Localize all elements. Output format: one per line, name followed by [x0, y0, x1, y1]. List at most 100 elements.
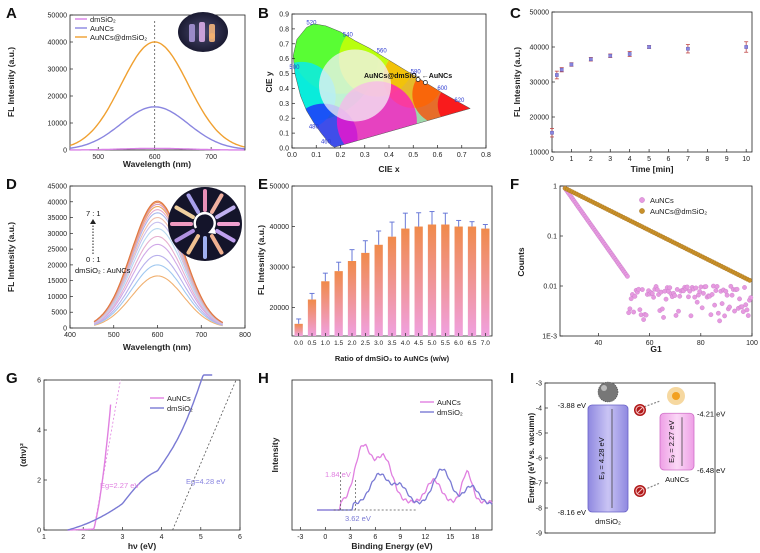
y-tick-label: 45000 — [48, 184, 68, 191]
decay-point — [729, 292, 735, 298]
series-line-6 — [93, 221, 223, 324]
panel-f-frame — [559, 185, 753, 337]
x-tick-label: 500 — [108, 332, 120, 339]
series-line-1 — [69, 106, 245, 150]
panel-d-x-label: Wavelength (nm) — [123, 342, 191, 352]
panel-h-curves — [317, 443, 493, 511]
panel-a-y-ticks: 0 10000 20000 30000 40000 50000 — [48, 13, 73, 155]
bar — [334, 271, 343, 336]
dmsio2-bottom-label: -8.16 eV — [558, 508, 586, 517]
decay-point — [631, 309, 636, 315]
legend-label-dmsio2: dmSiO₂ — [167, 404, 193, 413]
decay-point — [714, 284, 720, 289]
x-tick-label: 0.5 — [307, 340, 316, 347]
decay-point — [672, 293, 678, 298]
decay-point — [716, 310, 721, 316]
wheel-spoke — [174, 229, 195, 243]
panel-g-eg-dmsio2: Eg=4.28 eV — [186, 477, 225, 486]
series-line-0 — [93, 275, 223, 327]
y-tick-label: -4 — [536, 406, 542, 413]
legend-label-auncs-dmsio2: AuNCs@dmSiO₂ — [90, 33, 147, 42]
cie-point-0 — [415, 77, 421, 82]
y-tick-label: 25000 — [48, 247, 68, 254]
decay-point — [737, 296, 742, 302]
x-tick-label: 400 — [64, 332, 76, 339]
x-tick-label: 5.0 — [427, 340, 436, 347]
y-tick-label: 30000 — [530, 80, 550, 87]
ratio-bottom-label: 0 : 1 — [86, 255, 101, 264]
panel-a-legend: dmSiO₂ AuNCs AuNCs@dmSiO₂ — [75, 15, 147, 42]
x-tick-label: 4 — [628, 156, 632, 163]
panel-i: -3 -4 -5 -6 -7 -8 -9 E₉ = 4.28 eV E₉ = 2.27 eV… — [527, 381, 725, 538]
decay-point — [748, 295, 754, 300]
panel-h: -3 0 3 6 9 12 15 18 AuNCs dmSiO₂ 1.84 eV 3.62 e… — [270, 379, 493, 551]
ratio-arrow-head — [90, 219, 96, 224]
panel-c-x-ticks: 0 1 2 3 4 5 6 7 8 9 10 — [550, 149, 750, 163]
decay-point — [703, 284, 709, 289]
panel-e-y-ticks: 20000 30000 40000 50000 — [270, 184, 295, 312]
decay-point — [640, 287, 645, 292]
decay-point — [651, 294, 656, 300]
panel-a-vials-photo — [178, 12, 228, 52]
wheel-spoke — [186, 193, 200, 214]
legend-label-auncs: AuNCs — [437, 398, 461, 407]
decay-point — [686, 294, 691, 300]
auncs-gap-label: E₉ = 2.27 eV — [667, 420, 676, 462]
y-tick-label: 10000 — [530, 150, 550, 157]
panel-b-cie-diagram — [292, 23, 471, 148]
bar — [441, 224, 450, 336]
y-tick-label: 20000 — [48, 262, 68, 269]
x-tick-label: 4 — [160, 534, 164, 541]
bar — [374, 244, 383, 336]
decay-point — [687, 288, 693, 294]
y-tick-label: 0.7 — [279, 41, 289, 48]
x-tick-label: 3 — [348, 534, 352, 541]
y-tick-label: 0 — [63, 326, 67, 333]
y-tick-label: 0.4 — [279, 86, 289, 93]
panel-d-y-label: FL Intensity (a.u.) — [6, 222, 16, 292]
bar — [467, 226, 477, 336]
panel-g-frame — [43, 379, 241, 531]
y-tick-label: 20000 — [270, 305, 290, 312]
decay-point — [724, 292, 730, 298]
auncs-name: AuNCs — [665, 475, 689, 484]
decay-point — [744, 307, 750, 313]
panel-e-x-label: Ratio of dmSiO₂ to AuNCs (w/w) — [335, 354, 450, 363]
panel-f-y-ticks: 1E-3 0.01 0.1 1 — [542, 184, 563, 341]
y-tick-label: 5000 — [51, 310, 67, 317]
cluster-glow-icon — [667, 387, 685, 405]
y-tick-label: 50000 — [48, 13, 68, 20]
vial-1 — [189, 24, 195, 42]
panel-g-y-ticks: 0 2 4 6 — [37, 378, 47, 535]
panel-d-ratio-annotation: 7 : 1 0 : 1 dmSiO₂ : AuNCs — [75, 209, 131, 275]
panel-g-x-ticks: 1 2 3 4 5 6 — [42, 527, 242, 541]
dmsio2-top-label: -3.88 eV — [558, 401, 586, 410]
x-tick-label: 2 — [589, 156, 593, 163]
decay-point — [663, 296, 669, 302]
y-tick-label: 50000 — [270, 184, 290, 191]
bar — [347, 261, 357, 336]
x-tick-label: -3 — [297, 534, 303, 541]
blocked-transfer-top — [634, 400, 661, 416]
y-tick-label: 40000 — [48, 40, 68, 47]
panel-a-curves — [69, 41, 245, 151]
x-tick-label: 0.0 — [294, 340, 303, 347]
y-tick-label: 20000 — [530, 115, 550, 122]
decay-point — [719, 301, 725, 306]
series-line-5 — [93, 228, 223, 325]
panel-letters: A B C D E F G H I — [6, 5, 521, 387]
y-tick-label: 0.01 — [543, 284, 557, 291]
series-line-2 — [93, 254, 223, 326]
y-tick-label: 0 — [63, 148, 67, 155]
x-tick-label: 2.0 — [347, 340, 356, 347]
decay-point — [727, 304, 732, 310]
legend-label-auncs-dmsio2: AuNCs@dmSiO₂ — [650, 207, 707, 216]
ratio-top-label: 7 : 1 — [86, 209, 101, 218]
panel-e: 20000 30000 40000 50000 0.0 0.5 1.0 1.5 2.0 2.5 3… — [256, 184, 493, 363]
tangent-auncs — [93, 379, 121, 531]
x-tick-label: 12 — [421, 534, 429, 541]
auncs-bottom-label: -6.48 eV — [697, 466, 725, 475]
data-point — [559, 67, 564, 72]
panel-g: 0 2 4 6 1 2 3 4 5 6 AuNCs dmSiO₂ Eg=2.27 eV Eg=4… — [18, 374, 242, 551]
y-tick-label: 4 — [37, 428, 41, 435]
